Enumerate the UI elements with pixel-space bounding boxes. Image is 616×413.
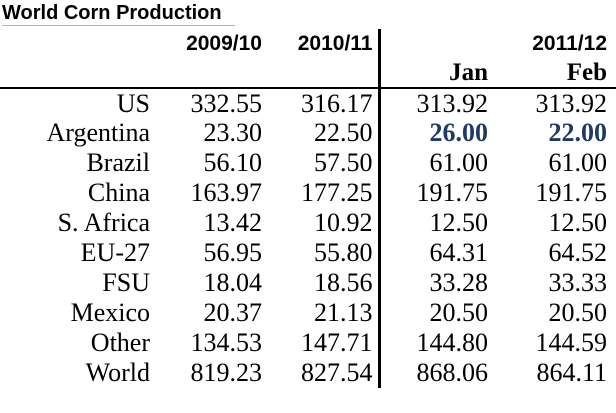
cell-feb: 864.11 [536, 358, 608, 387]
cell-2010-11: 21.13 [314, 298, 373, 327]
row-label: Mexico [70, 298, 150, 327]
cell-jan: 26.00 [377, 118, 493, 148]
col-header-2009-10: 2009/10 [186, 32, 262, 55]
cell-2010-11: 55.80 [314, 238, 373, 267]
table-row: World 819.23 827.54 868.06 864.11 [0, 358, 616, 388]
table-row: China 163.97 177.25 191.75 191.75 [0, 178, 616, 208]
table-row: Mexico 20.37 21.13 20.50 20.50 [0, 298, 616, 328]
cell-2010-11: 18.56 [314, 268, 373, 297]
cell-2009-10: 163.97 [190, 178, 263, 207]
cell-feb: 313.92 [535, 88, 608, 118]
row-label: US [116, 88, 150, 118]
cell-feb: 64.52 [548, 238, 608, 267]
cell-2009-10: 20.37 [203, 298, 263, 327]
cell-2010-11: 22.50 [314, 118, 373, 147]
cell-feb: 191.75 [535, 178, 608, 207]
cell-feb: 20.50 [548, 298, 608, 327]
cell-2009-10: 13.42 [203, 208, 263, 237]
cell-2009-10: 23.30 [203, 118, 263, 147]
cell-jan: 144.80 [377, 328, 493, 358]
table-row: FSU 18.04 18.56 33.28 33.33 [0, 268, 616, 298]
cell-2009-10: 18.04 [203, 268, 263, 297]
cell-2010-11: 827.54 [301, 358, 373, 387]
cell-2009-10: 134.53 [190, 328, 263, 357]
table-body: US 332.55 316.17 313.92 313.92 Argentina 23.30… [0, 88, 616, 388]
row-label: EU-27 [80, 238, 150, 267]
cell-jan: 64.31 [377, 238, 493, 268]
cell-jan: 868.06 [377, 358, 493, 388]
cell-2009-10: 56.95 [203, 238, 263, 267]
month-header-row: Jan Feb [0, 59, 616, 89]
row-label: Other [90, 328, 150, 357]
cell-feb: 22.00 [548, 118, 608, 147]
row-label: Argentina [46, 118, 151, 147]
table-row: EU-27 56.95 55.80 64.31 64.52 [0, 238, 616, 268]
col-header-2010-11: 2010/11 [297, 32, 373, 55]
col-header-jan: Jan [377, 59, 493, 89]
cell-jan: 20.50 [377, 298, 493, 328]
cell-feb: 33.33 [548, 268, 608, 297]
row-label: S. Africa [57, 208, 150, 237]
row-label: FSU [102, 268, 150, 297]
cell-2010-11: 57.50 [314, 148, 373, 177]
cell-2009-10: 332.55 [190, 88, 263, 118]
corner-cell [0, 29, 155, 59]
table-row: Other 134.53 147.71 144.80 144.59 [0, 328, 616, 358]
year-header-row: 2009/10 2010/11 2011/12 [0, 29, 616, 59]
table-row: US 332.55 316.17 313.92 313.92 [0, 88, 616, 118]
table-row: S. Africa 13.42 10.92 12.50 12.50 [0, 208, 616, 238]
cell-feb: 144.59 [535, 328, 608, 357]
cell-2009-10: 819.23 [190, 358, 263, 387]
cell-jan: 313.92 [377, 88, 493, 118]
row-label: China [87, 178, 150, 207]
cell-jan: 61.00 [377, 148, 493, 178]
cell-2010-11: 177.25 [301, 178, 373, 207]
row-label: Brazil [86, 148, 150, 177]
table-row: Brazil 56.10 57.50 61.00 61.00 [0, 148, 616, 178]
cell-2010-11: 10.92 [314, 208, 373, 237]
cell-2010-11: 316.17 [301, 88, 373, 118]
page-title: World Corn Production [2, 2, 235, 26]
cell-jan: 12.50 [377, 208, 493, 238]
cell-2010-11: 147.71 [301, 328, 373, 357]
cell-jan: 191.75 [377, 178, 493, 208]
corn-production-table: 2009/10 2010/11 2011/12 Jan Feb US 332.55… [0, 29, 616, 388]
cell-feb: 61.00 [548, 148, 608, 177]
cell-2009-10: 56.10 [203, 148, 263, 177]
empty-header-cell [0, 59, 379, 89]
col-header-feb: Feb [493, 59, 616, 89]
col-header-2011-12: 2011/12 [377, 29, 616, 59]
row-label: World [85, 358, 150, 387]
cell-feb: 12.50 [548, 208, 608, 237]
table-row: Argentina 23.30 22.50 26.00 22.00 [0, 118, 616, 148]
cell-jan: 33.28 [377, 268, 493, 298]
